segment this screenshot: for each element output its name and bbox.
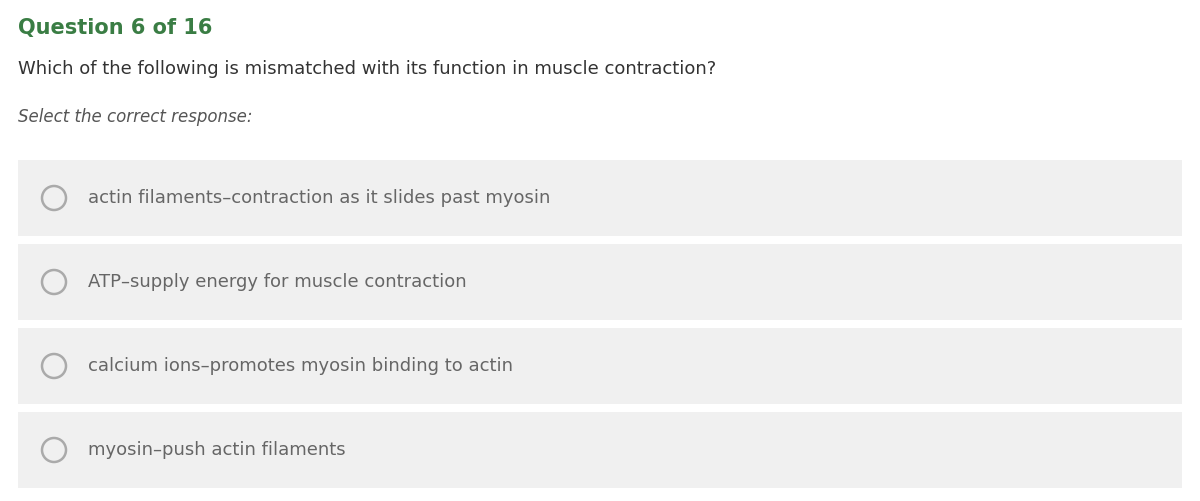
FancyBboxPatch shape xyxy=(18,328,1182,404)
Text: actin filaments–contraction as it slides past myosin: actin filaments–contraction as it slides… xyxy=(88,189,551,207)
Text: Which of the following is mismatched with its function in muscle contraction?: Which of the following is mismatched wit… xyxy=(18,60,716,78)
FancyBboxPatch shape xyxy=(18,160,1182,236)
Text: ATP–supply energy for muscle contraction: ATP–supply energy for muscle contraction xyxy=(88,273,467,291)
Text: Select the correct response:: Select the correct response: xyxy=(18,108,252,126)
Text: Question 6 of 16: Question 6 of 16 xyxy=(18,18,212,38)
Text: calcium ions–promotes myosin binding to actin: calcium ions–promotes myosin binding to … xyxy=(88,357,514,375)
FancyBboxPatch shape xyxy=(18,244,1182,320)
Text: myosin–push actin filaments: myosin–push actin filaments xyxy=(88,441,346,459)
FancyBboxPatch shape xyxy=(18,412,1182,488)
